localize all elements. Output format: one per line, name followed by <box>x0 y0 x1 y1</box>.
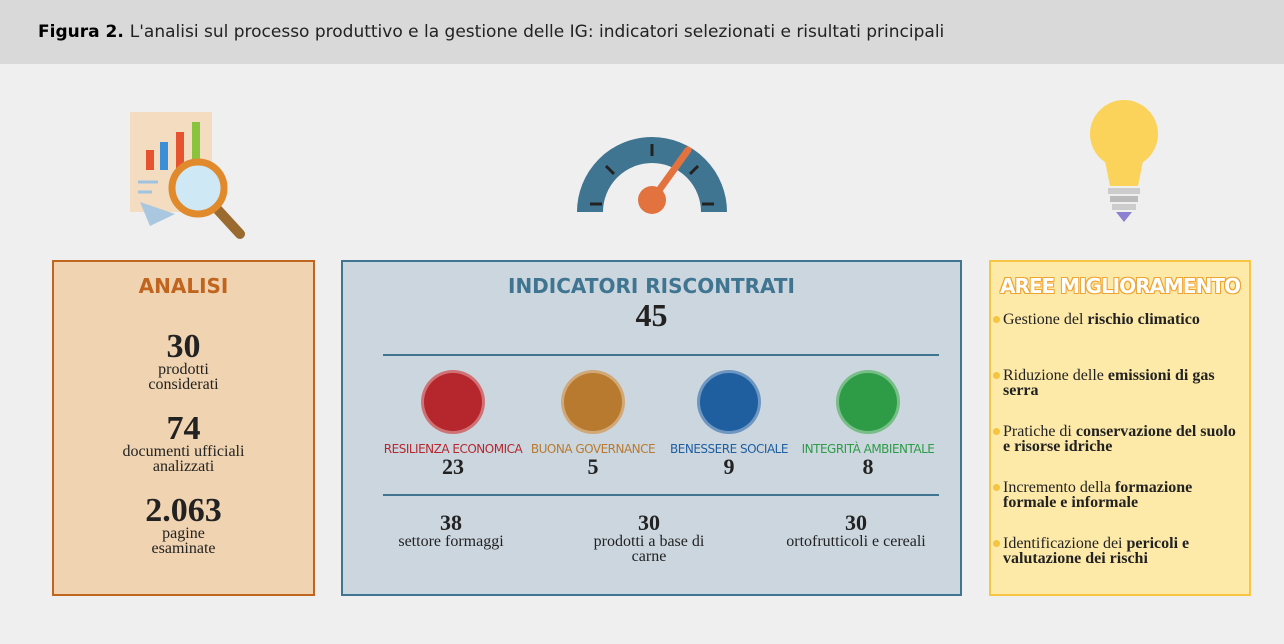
category-value: 8 <box>862 454 874 479</box>
improvement: Riduzione delle emissioni di gas serra <box>993 367 1243 399</box>
category: INTEGRITÀ AMBIENTALE 8 <box>793 370 943 478</box>
indicators-total: 45 <box>635 297 668 333</box>
improvement-text: Incremento della <box>1003 479 1111 496</box>
figure-title: L'analisi sul processo produttivo e la g… <box>129 22 945 42</box>
sector-label: prodotti a base di carne <box>593 533 705 565</box>
indicators-box: INDICATORI RISCONTRATI 45 RESILIENZA ECO… <box>341 260 962 596</box>
analysis-label: pagine esaminate <box>151 525 216 557</box>
category: RESILIENZA ECONOMICA 23 <box>378 370 528 478</box>
bullet <box>993 428 1000 435</box>
category-icon <box>697 370 761 434</box>
category-value: 23 <box>442 454 464 479</box>
category-label: INTEGRITÀ AMBIENTALE <box>801 442 935 456</box>
analysis-box: ANALISI 30 prodotti considerati 74 document… <box>52 260 315 596</box>
improvement-text: Pratiche di <box>1003 423 1072 440</box>
category-icon <box>561 370 625 434</box>
analysis-item: 74 documenti ufficiali analizzati <box>54 410 313 475</box>
analysis-number: 74 <box>166 410 201 447</box>
improvement-emphasis: formazione formale e informale <box>1003 479 1193 511</box>
category-icon <box>421 370 485 434</box>
lightbulb-icon <box>1090 100 1158 222</box>
analysis-item: 30 prodotti considerati <box>54 328 313 393</box>
improvement-emphasis: emissioni di gas serra <box>1003 367 1215 399</box>
category-label: RESILIENZA ECONOMICA <box>383 442 523 456</box>
analysis-label: documenti ufficiali analizzati <box>122 443 245 475</box>
analysis-number: 2.063 <box>145 492 222 529</box>
bullet <box>993 316 1000 323</box>
category-value: 9 <box>723 454 735 479</box>
improvement: Pratiche di conservazione del suolo e ri… <box>993 423 1243 455</box>
improvement: Identificazione dei pericoli e valutazio… <box>993 535 1243 567</box>
bullet <box>993 540 1000 547</box>
sector-label: settore formaggi <box>398 533 504 550</box>
bullet <box>993 372 1000 379</box>
figure-label: Figura 2. <box>38 22 124 42</box>
analysis-icon <box>130 112 245 239</box>
improvements-title: AREE MIGLIORAMENTO <box>1000 274 1241 298</box>
improvement-emphasis: pericoli e valutazione dei rischi <box>1003 535 1190 567</box>
divider <box>383 494 939 496</box>
improvement: Gestione del rischio climatico <box>993 311 1243 328</box>
gauge-icon <box>577 137 727 214</box>
improvement-emphasis: conservazione del suolo e risorse idrich… <box>1003 423 1236 455</box>
improvement-emphasis: rischio climatico <box>1087 311 1200 328</box>
sector: 30 prodotti a base di carne <box>569 510 729 565</box>
indicators-title: INDICATORI RISCONTRATI <box>508 274 795 298</box>
improvement-text: Gestione del <box>1003 311 1084 328</box>
sector: 38 settore formaggi <box>371 510 531 550</box>
analysis-item: 2.063 pagine esaminate <box>54 492 313 557</box>
improvement: Incremento della formazione formale e in… <box>993 479 1243 511</box>
sector-value: 30 <box>638 510 660 535</box>
sector-value: 30 <box>845 510 867 535</box>
header: Figura 2. L'analisi sul processo produtti… <box>0 0 1284 64</box>
category-icon <box>836 370 900 434</box>
analysis-label: prodotti considerati <box>148 361 219 393</box>
analysis-number: 30 <box>166 328 201 365</box>
improvement-text: Identificazione dei <box>1003 535 1123 552</box>
improvements-box: AREE MIGLIORAMENTO Gestione del rischio … <box>989 260 1251 596</box>
bullet <box>993 484 1000 491</box>
category-value: 5 <box>587 454 599 479</box>
improvement-text: Riduzione delle <box>1003 367 1104 384</box>
sector-label: ortofrutticoli e cereali <box>786 533 926 550</box>
sector-value: 38 <box>440 510 462 535</box>
category-label: BENESSERE SOCIALE <box>670 442 788 456</box>
icons <box>130 100 1158 239</box>
category: BUONA GOVERNANCE 5 <box>518 370 668 478</box>
analysis-title: ANALISI <box>138 274 229 298</box>
category: BENESSERE SOCIALE 9 <box>654 370 804 478</box>
divider <box>383 354 939 356</box>
sector: 30 ortofrutticoli e cereali <box>776 510 936 550</box>
category-label: BUONA GOVERNANCE <box>530 442 656 456</box>
